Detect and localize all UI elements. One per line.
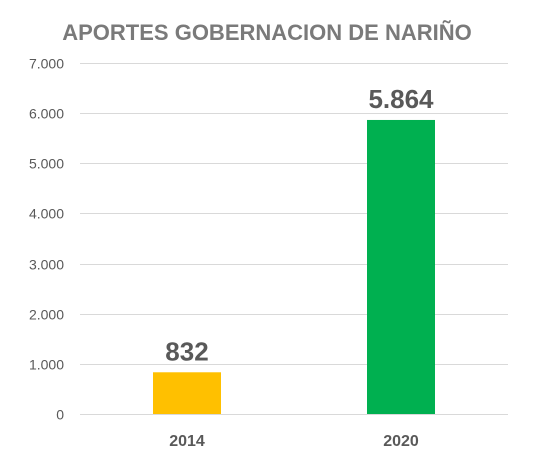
- y-tick-label: 3.000: [29, 257, 64, 273]
- bar-2020: [367, 119, 435, 415]
- bar-2014: [153, 372, 221, 414]
- data-label-2020: 5.864: [368, 84, 434, 114]
- y-tick-label: 7.000: [29, 56, 64, 72]
- gridlines: [80, 63, 508, 415]
- y-tick-label: 5.000: [29, 156, 64, 172]
- x-tick-label-2020: 2020: [383, 433, 419, 450]
- x-tick-label-2014: 2014: [169, 433, 205, 450]
- y-axis-ticks: 0 1.000 2.000 3.000 4.000 5.000 6.000 7.000: [29, 56, 64, 423]
- y-tick-label: 1.000: [29, 357, 64, 373]
- y-tick-label: 2.000: [29, 307, 64, 323]
- data-label-2014: 832: [165, 336, 208, 366]
- y-tick-label: 0: [56, 407, 64, 423]
- y-tick-label: 4.000: [29, 206, 64, 222]
- bars: [153, 119, 435, 415]
- x-axis-ticks: 2014 2020: [169, 433, 419, 450]
- chart-title: APORTES GOBERNACION DE NARIÑO: [62, 20, 471, 45]
- data-labels: 832 5.864: [165, 84, 434, 366]
- y-tick-label: 6.000: [29, 106, 64, 122]
